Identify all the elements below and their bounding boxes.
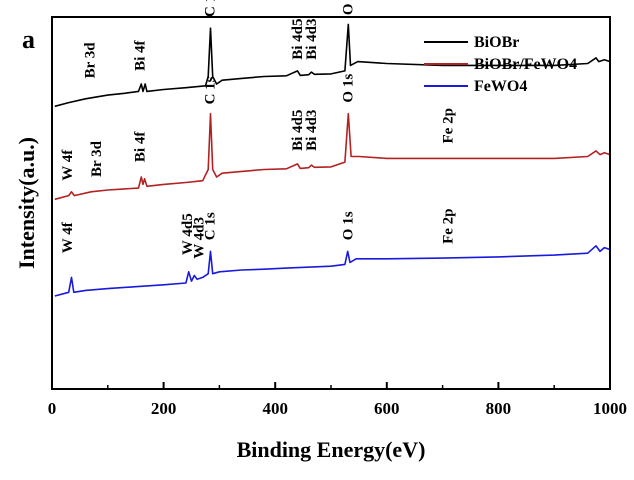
series-line-2 (54, 245, 611, 297)
x-tick-label-0: 0 (48, 399, 57, 418)
peak-label-0: Br 3d (83, 42, 99, 79)
peak-label-15: W 4d5 (180, 213, 196, 255)
peak-label-14: W 4f (60, 221, 76, 253)
series-line-0 (54, 23, 611, 108)
peak-label-4: Bi 4d3 (304, 19, 320, 60)
peak-label-7: Br 3d (89, 140, 105, 177)
peak-label-1: Bi 4f (133, 39, 149, 70)
peak-label-16: W 4d3 (191, 217, 207, 259)
peak-label-2: C 1s (202, 0, 218, 17)
peak-label-13: Fe 2p (441, 108, 457, 143)
peak-label-9: C 1s (202, 76, 218, 104)
y-axis-title: Intensity(a.u.) (14, 137, 39, 269)
peak-label-11: Bi 4d3 (304, 110, 320, 151)
legend: BiOBr BiOBr/FeWO4 FeWO4 (424, 34, 577, 95)
x-axis-title: Binding Energy(eV) (237, 437, 426, 462)
peak-label-5: O 1s (340, 0, 356, 15)
x-tick-label-3: 600 (374, 399, 400, 418)
x-tick-label-1: 200 (151, 399, 177, 418)
x-tick-label-2: 400 (262, 399, 288, 418)
x-axis-ticks: 0 200 400 600 800 1000 (48, 382, 627, 418)
peak-label-10: Bi 4d5 (290, 110, 306, 151)
peak-label-3: Bi 4d5 (290, 19, 306, 60)
peak-label-12: O 1s (340, 74, 356, 103)
legend-label-2: FeWO4 (474, 78, 527, 95)
peak-label-17: C 1s (202, 212, 218, 240)
x-tick-label-5: 1000 (593, 399, 627, 418)
peak-label-19: Fe 2p (441, 208, 457, 243)
legend-label-1: BiOBr/FeWO4 (474, 56, 577, 73)
series-line-1 (54, 112, 611, 201)
peak-label-6: W 4f (60, 149, 76, 181)
x-tick-label-4: 800 (486, 399, 512, 418)
peak-label-8: Bi 4f (133, 131, 149, 162)
panel-label: a (22, 25, 35, 54)
peak-label-18: O 1s (340, 211, 356, 240)
series-layer (54, 23, 611, 297)
legend-label-0: BiOBr (474, 34, 519, 51)
